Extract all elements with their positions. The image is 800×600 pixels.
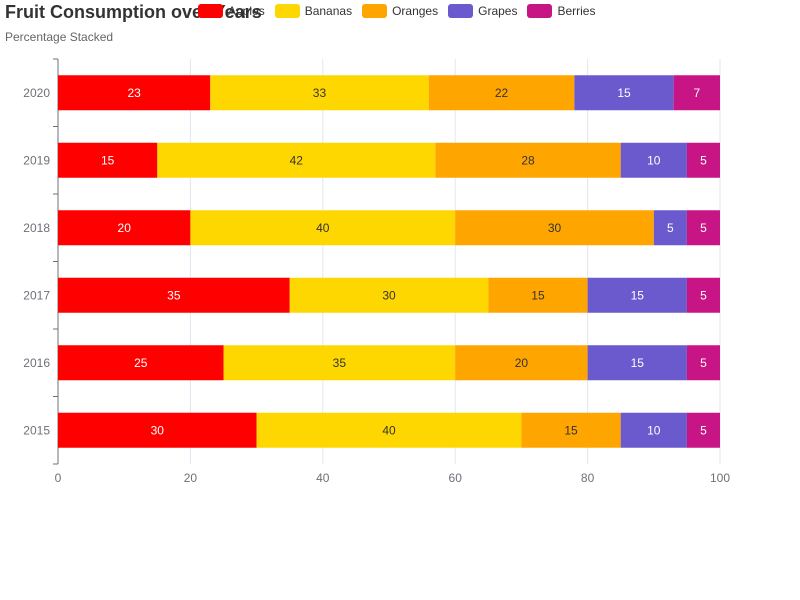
bar-value-label: 15 — [617, 86, 631, 100]
x-tick-label: 80 — [581, 471, 595, 485]
y-tick-label: 2015 — [23, 423, 50, 437]
bar-value-label: 30 — [151, 423, 165, 437]
bar-segment — [521, 412, 621, 448]
y-tick-label: 2017 — [23, 288, 50, 302]
bar-segment — [620, 142, 687, 178]
bar-segment — [620, 412, 687, 448]
bar-value-label: 5 — [700, 221, 707, 235]
x-tick-label: 40 — [316, 471, 330, 485]
chart-subtitle: Percentage Stacked — [5, 30, 114, 44]
bar-segment — [686, 210, 720, 246]
y-tick-label: 2018 — [23, 221, 50, 235]
bar-value-label: 15 — [631, 356, 645, 370]
legend-swatch-grapes — [448, 4, 474, 18]
bar-segment — [587, 345, 687, 381]
bar-value-label: 30 — [548, 221, 562, 235]
bar-segment — [190, 210, 456, 246]
bar-segment — [58, 210, 191, 246]
bar-value-label: 10 — [647, 423, 661, 437]
bar-value-label: 40 — [316, 221, 330, 235]
bar-value-label: 23 — [127, 86, 141, 100]
bar-segment — [428, 75, 575, 111]
bar-value-label: 5 — [700, 288, 707, 302]
bar-value-label: 20 — [515, 356, 529, 370]
bar-value-label: 15 — [564, 423, 578, 437]
legend-label-grapes: Grapes — [478, 4, 518, 18]
legend-label-bananas: Bananas — [304, 4, 353, 18]
bar-value-label: 20 — [118, 221, 132, 235]
bar-segment — [455, 345, 588, 381]
bar-value-label: 30 — [382, 288, 396, 302]
bar-value-label: 42 — [290, 153, 304, 167]
bar-segment — [289, 277, 489, 313]
x-tick-label: 60 — [449, 471, 463, 485]
bar-segment — [210, 75, 429, 111]
legend-label-apples: Apples — [228, 4, 265, 18]
bar-value-label: 15 — [101, 153, 115, 167]
bar-segment — [58, 142, 158, 178]
x-tick-label: 20 — [184, 471, 198, 485]
bar-segment — [256, 412, 522, 448]
bar-value-label: 40 — [382, 423, 396, 437]
bar-segment — [58, 345, 224, 381]
legend-item-oranges[interactable]: Oranges — [362, 4, 438, 18]
bar-value-label: 5 — [700, 423, 707, 437]
bar-segment — [58, 412, 257, 448]
y-tick-label: 2020 — [23, 86, 50, 100]
legend-swatch-bananas — [274, 4, 300, 18]
legend-item-grapes[interactable]: Grapes — [448, 4, 517, 18]
bar-segment — [455, 210, 654, 246]
bar-segment — [157, 142, 436, 178]
legend-label-berries: Berries — [557, 4, 596, 18]
bar-segment — [58, 277, 290, 313]
bar-segment — [587, 277, 687, 313]
bar-segment — [653, 210, 687, 246]
bar-value-label: 10 — [647, 153, 661, 167]
bar-value-label: 5 — [700, 153, 707, 167]
bar-segment — [686, 345, 720, 381]
bar-segment — [686, 277, 720, 313]
x-tick-label: 100 — [710, 471, 730, 485]
legend-swatch-berries — [527, 4, 553, 18]
chart-legend: Apples Bananas Oranges Grapes Berries — [198, 4, 595, 18]
bar-value-label: 35 — [333, 356, 347, 370]
legend-item-berries[interactable]: Berries — [527, 4, 595, 18]
bar-segment — [488, 277, 588, 313]
bar-value-label: 15 — [631, 288, 645, 302]
x-tick-label: 0 — [55, 471, 62, 485]
bar-value-label: 25 — [134, 356, 148, 370]
bar-segment — [223, 345, 456, 381]
bar-segment — [686, 412, 720, 448]
bar-value-label: 33 — [313, 86, 327, 100]
legend-label-oranges: Oranges — [392, 4, 439, 18]
legend-swatch-apples — [198, 4, 223, 18]
chart-title: Fruit Consumption over Years — [5, 2, 262, 22]
bar-value-label: 7 — [693, 86, 700, 100]
bar-value-label: 28 — [521, 153, 535, 167]
y-tick-label: 2019 — [23, 153, 50, 167]
legend-swatch-oranges — [362, 4, 388, 18]
bar-segment — [574, 75, 674, 111]
bar-value-label: 5 — [667, 221, 674, 235]
legend-item-bananas[interactable]: Bananas — [274, 4, 353, 18]
bar-value-label: 15 — [531, 288, 545, 302]
y-tick-label: 2016 — [23, 356, 50, 370]
bar-value-label: 22 — [495, 86, 509, 100]
bar-value-label: 5 — [700, 356, 707, 370]
bar-segment — [58, 75, 211, 111]
bar-value-label: 35 — [167, 288, 181, 302]
legend-item-apples[interactable]: Apples — [198, 4, 265, 18]
bar-segment — [686, 142, 720, 178]
bar-segment — [673, 75, 720, 111]
bar-segment — [435, 142, 621, 178]
